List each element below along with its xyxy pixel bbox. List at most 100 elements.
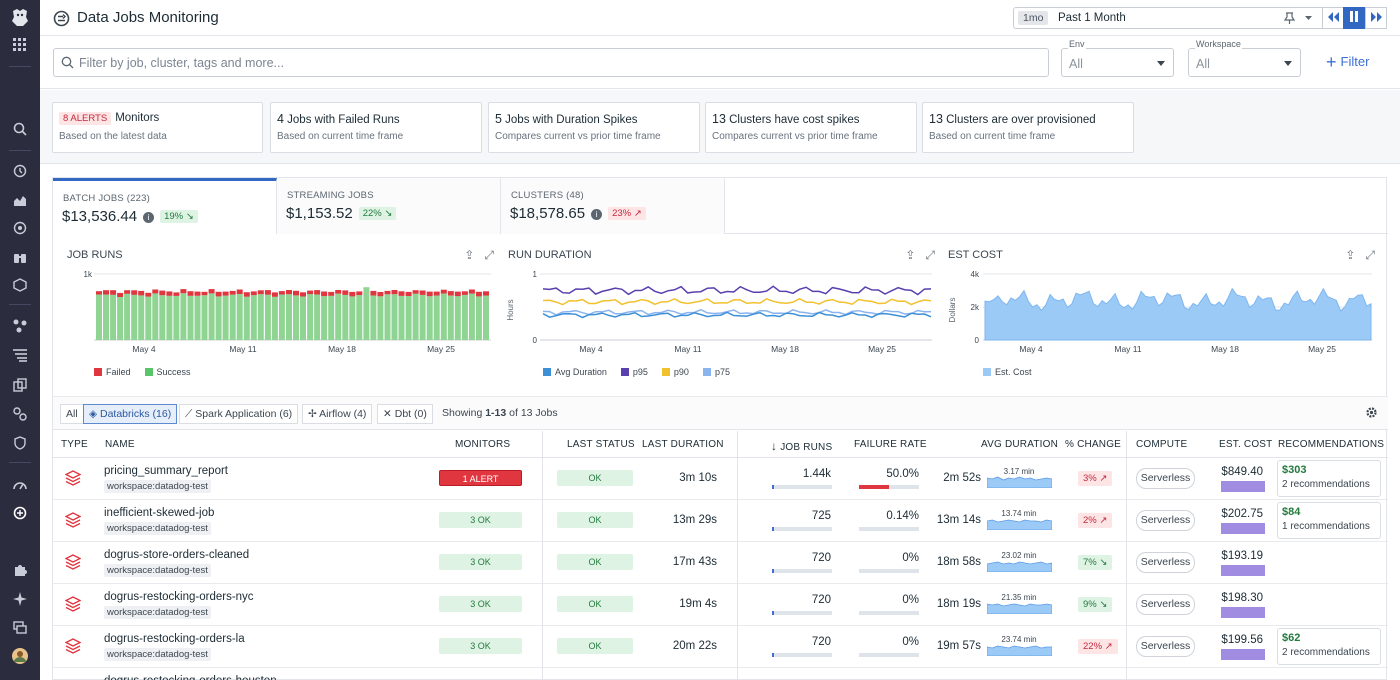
step-back-button[interactable]: [1322, 7, 1344, 29]
job-name[interactable]: dogrus-restocking-orders-la: [104, 633, 245, 645]
recommendations-card[interactable]: $303 2 recommendations: [1277, 460, 1381, 497]
failed-bar: [264, 290, 271, 295]
tab-streaming-jobs[interactable]: STREAMING JOBS $1,153.52 22% ↘: [277, 178, 501, 234]
compute-tag[interactable]: Serverless: [1136, 468, 1195, 489]
pause-button[interactable]: [1343, 7, 1365, 29]
add-filter-button[interactable]: + Filter: [1326, 52, 1369, 73]
compute-tag[interactable]: Serverless: [1136, 552, 1195, 573]
service-map-icon[interactable]: [11, 317, 29, 335]
col-failure-rate[interactable]: FAILURE RATE: [854, 439, 927, 450]
sparkle-icon[interactable]: [11, 590, 29, 608]
logs-icon[interactable]: [11, 346, 29, 364]
recommendations-card[interactable]: $84 1 recommendations: [1277, 502, 1381, 539]
col-monitors[interactable]: MONITORS: [455, 439, 511, 450]
table-row[interactable]: dogrus-restocking-orders-nyc workspace:da…: [53, 584, 1388, 626]
col-compute[interactable]: COMPUTE: [1136, 439, 1188, 450]
failed-runs-card[interactable]: 4 Jobs with Failed Runs Based on current…: [270, 102, 482, 153]
job-name[interactable]: dogrus-restocking-orders-nyc: [104, 591, 254, 603]
user-avatar-icon[interactable]: [11, 647, 29, 665]
search-icon[interactable]: [11, 120, 29, 138]
expand-icon[interactable]: ⤢: [1365, 248, 1375, 262]
table-row[interactable]: dogrus-store-orders-cleaned workspace:dat…: [53, 542, 1388, 584]
workspace-tag[interactable]: workspace:datadog-test: [104, 648, 211, 661]
workspace-tag[interactable]: workspace:datadog-test: [104, 522, 211, 535]
compute-tag[interactable]: Serverless: [1136, 636, 1195, 657]
history-icon[interactable]: [11, 162, 29, 180]
speedometer-icon[interactable]: [11, 476, 29, 494]
monitor-status[interactable]: 3 OK: [439, 554, 522, 570]
source-airflow-button[interactable]: ✢ Airflow (4): [302, 404, 373, 424]
binoculars-icon[interactable]: [11, 248, 29, 266]
monitor-status[interactable]: 3 OK: [439, 638, 522, 654]
table-row[interactable]: dogrus-restocking-orders-la workspace:dat…: [53, 626, 1388, 668]
data-jobs-icon[interactable]: [11, 504, 29, 522]
infrastructure-icon[interactable]: [11, 276, 29, 294]
datadog-logo-icon[interactable]: [9, 6, 31, 28]
export-icon[interactable]: ⇪: [1345, 248, 1356, 262]
job-name[interactable]: dogrus-store-orders-cleaned: [104, 549, 250, 561]
tab-batch-jobs[interactable]: BATCH JOBS (223) $13,536.44 i 19% ↘: [53, 178, 277, 234]
monitor-status[interactable]: 1 ALERT: [439, 470, 522, 486]
job-name[interactable]: inefficient-skewed-job: [104, 507, 215, 519]
compute-tag[interactable]: Serverless: [1136, 594, 1195, 615]
link-icon[interactable]: [11, 405, 29, 423]
failure-rate-value: 0%: [902, 594, 919, 606]
table-row[interactable]: dogrus-restocking-orders-houston: [53, 668, 1388, 680]
pin-icon[interactable]: [1283, 12, 1296, 27]
export-icon[interactable]: ⇪: [905, 248, 916, 262]
failed-bar: [159, 290, 166, 296]
chat-icon[interactable]: [11, 619, 29, 637]
col-est-cost[interactable]: EST. COST: [1219, 439, 1273, 450]
workspace-select[interactable]: Workspace All: [1188, 39, 1301, 77]
success-bar: [145, 296, 152, 340]
col-avg-duration[interactable]: AVG DURATION: [981, 439, 1059, 450]
monitor-status[interactable]: 3 OK: [439, 596, 522, 612]
tab-clusters[interactable]: CLUSTERS (48) $18,578.65 i 23% ↗: [501, 178, 725, 234]
integrations-puzzle-icon[interactable]: [11, 561, 29, 579]
security-shield-icon[interactable]: [11, 434, 29, 452]
recommendations-card[interactable]: $62 2 recommendations: [1277, 628, 1381, 665]
source-dbt-button[interactable]: ✕ Dbt (0): [377, 404, 433, 424]
col-last-status[interactable]: LAST STATUS: [567, 439, 635, 450]
monitor-status[interactable]: 3 OK: [439, 512, 522, 528]
workspace-tag[interactable]: workspace:datadog-test: [104, 564, 211, 577]
source-databricks-button[interactable]: ◈ Databricks (16): [83, 404, 178, 424]
export-icon[interactable]: ⇪: [464, 248, 475, 262]
workspace-tag[interactable]: workspace:datadog-test: [104, 606, 211, 619]
col-name[interactable]: NAME: [105, 439, 135, 450]
expand-icon[interactable]: ⤢: [484, 248, 494, 262]
workspace-tag[interactable]: workspace:datadog-test: [104, 480, 211, 493]
chevron-down-icon[interactable]: [1304, 12, 1313, 27]
monitors-card[interactable]: 8 ALERTS Monitors Based on the latest dat…: [52, 102, 263, 153]
duration-spikes-card[interactable]: 5 Jobs with Duration Spikes Compares cur…: [488, 102, 700, 153]
compute-tag[interactable]: Serverless: [1136, 510, 1195, 531]
over-provisioned-card[interactable]: 13 Clusters are over provisioned Based o…: [922, 102, 1134, 153]
source-all-button[interactable]: All: [60, 404, 84, 424]
col-job-runs[interactable]: ↓ JOB RUNS: [771, 439, 833, 453]
source-spark-button[interactable]: ⟋ Spark Application (6): [179, 404, 299, 424]
col-type[interactable]: TYPE: [61, 439, 88, 450]
apps-grid-icon[interactable]: [11, 36, 29, 54]
table-row[interactable]: inefficient-skewed-job workspace:datadog-…: [53, 500, 1388, 542]
col-pct-change[interactable]: % CHANGE: [1065, 439, 1122, 450]
env-select[interactable]: Env All: [1061, 39, 1174, 77]
pages-icon[interactable]: [11, 376, 29, 394]
col-last-duration[interactable]: LAST DURATION: [642, 439, 724, 450]
expand-icon[interactable]: ⤢: [925, 248, 935, 262]
job-name[interactable]: dogrus-restocking-orders-houston: [104, 675, 277, 680]
time-picker[interactable]: 1mo Past 1 Month: [1013, 7, 1354, 29]
info-icon[interactable]: i: [591, 209, 603, 220]
search-input[interactable]: Filter by job, cluster, tags and more...: [53, 48, 1049, 77]
dashboards-icon[interactable]: [11, 191, 29, 209]
table-row[interactable]: pricing_summary_report workspace:datadog-…: [53, 458, 1388, 500]
failed-bar: [314, 290, 321, 295]
est-cost-bar: [1221, 607, 1265, 618]
info-icon[interactable]: i: [143, 212, 155, 223]
settings-gear-icon[interactable]: [1365, 406, 1378, 422]
col-recommendations[interactable]: RECOMMENDATIONS: [1278, 439, 1385, 450]
failed-bar: [110, 290, 117, 295]
step-forward-button[interactable]: [1365, 7, 1387, 29]
job-name[interactable]: pricing_summary_report: [104, 465, 228, 477]
apm-icon[interactable]: [11, 219, 29, 237]
cost-spikes-card[interactable]: 13 Clusters have cost spikes Compares cu…: [705, 102, 917, 153]
